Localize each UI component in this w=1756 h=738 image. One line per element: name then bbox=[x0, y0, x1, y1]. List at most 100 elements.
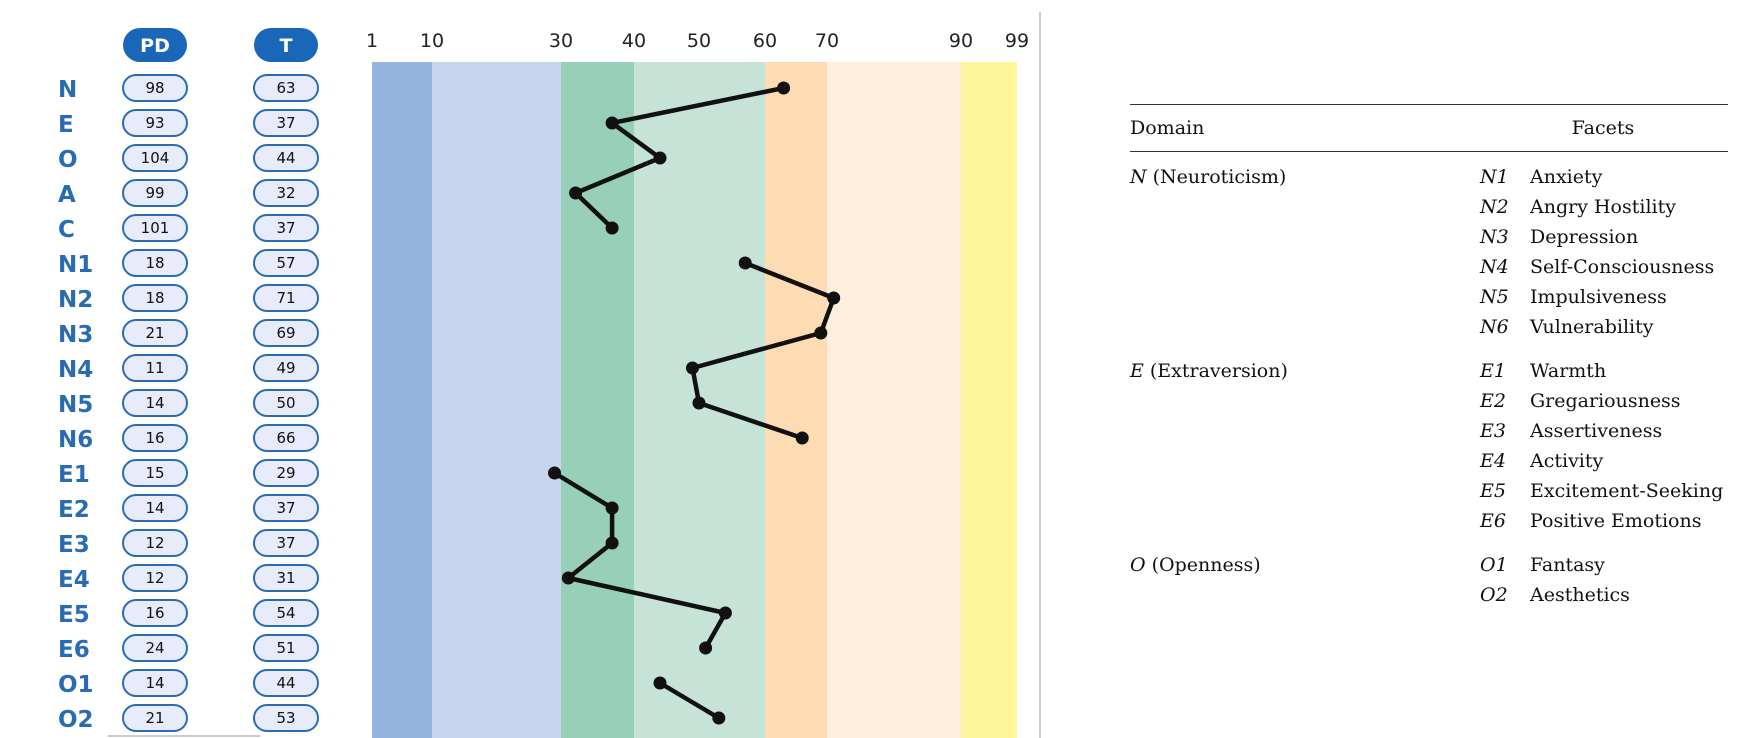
row-label-N3: N3 bbox=[58, 322, 93, 348]
legend-facet-name-E4: Activity bbox=[1530, 450, 1604, 472]
pd-pill-O1 bbox=[122, 669, 188, 697]
pd-value-N1: 18 bbox=[145, 254, 164, 272]
point-N bbox=[777, 81, 791, 95]
pd-pill-E4 bbox=[122, 564, 188, 592]
t-header: T bbox=[280, 35, 293, 57]
legend-facet-code-O2: O2 bbox=[1480, 584, 1508, 606]
legend-facet-code-N1: N1 bbox=[1480, 166, 1509, 188]
legend-facets-O: O1 Fantasy O2 Aesthetics bbox=[1480, 550, 1728, 610]
pd-value-O: 104 bbox=[141, 149, 170, 167]
band-10-30 bbox=[432, 62, 561, 738]
legend-facet-E6: E6 Positive Emotions bbox=[1480, 506, 1728, 536]
pd-value-O1: 14 bbox=[145, 674, 164, 692]
pd-header-pill bbox=[123, 28, 187, 62]
row-label-E1: E1 bbox=[58, 462, 90, 488]
legend-facet-code-N4: N4 bbox=[1480, 256, 1509, 278]
t-value-N2: 71 bbox=[276, 289, 295, 307]
legend-facet-name-E5: Excitement-Seeking bbox=[1530, 480, 1724, 502]
t-pill-C bbox=[253, 214, 319, 242]
legend-facet-code-E4: E4 bbox=[1480, 450, 1506, 472]
point-O2 bbox=[712, 711, 726, 725]
band-90-99 bbox=[961, 62, 1017, 738]
legend-facet-name-E2: Gregariousness bbox=[1530, 390, 1681, 412]
profile-points bbox=[548, 81, 841, 725]
legend-domain-name-E: (Extraversion) bbox=[1149, 360, 1288, 382]
t-value-E2: 37 bbox=[276, 499, 295, 517]
point-N6 bbox=[795, 431, 809, 445]
tick-label-40: 40 bbox=[622, 30, 646, 52]
pd-value-N4: 11 bbox=[145, 359, 164, 377]
legend-facet-code-E1: E1 bbox=[1480, 360, 1506, 382]
profile-line-neuroticism-facets bbox=[690, 260, 836, 441]
legend-facets-E: E1 Warmth E2 Gregariousness E3 Assertiveness E… bbox=[1480, 356, 1728, 536]
row-label-N: N bbox=[58, 77, 77, 103]
legend-facet-code-N3: N3 bbox=[1480, 226, 1509, 248]
point-E2 bbox=[605, 501, 619, 515]
t-pill-N6 bbox=[253, 424, 319, 452]
pd-pill-E3 bbox=[122, 529, 188, 557]
row-label-C: C bbox=[58, 217, 75, 243]
pd-value-N5: 14 bbox=[145, 394, 164, 412]
t-pill-E3 bbox=[253, 529, 319, 557]
row-label-E3: E3 bbox=[58, 532, 90, 558]
column-headers: PD T bbox=[123, 28, 318, 62]
legend-facet-N5: N5 Impulsiveness bbox=[1480, 282, 1728, 312]
point-N3 bbox=[814, 326, 828, 340]
legend-facet-N3: N3 Depression bbox=[1480, 222, 1728, 252]
pd-pill-E6 bbox=[122, 634, 188, 662]
legend-facet-E5: E5 Excitement-Seeking bbox=[1480, 476, 1728, 506]
legend-group-N: N (Neuroticism) N1 Anxiety N2 Angry Hostility… bbox=[1130, 162, 1728, 342]
point-A bbox=[569, 186, 583, 200]
legend-domain-E: E (Extraversion) bbox=[1130, 356, 1480, 386]
legend-facet-name-E1: Warmth bbox=[1530, 360, 1607, 382]
t-pill-E2 bbox=[253, 494, 319, 522]
t-pill-N5 bbox=[253, 389, 319, 417]
t-value-N1: 57 bbox=[276, 254, 295, 272]
pd-pill-E2 bbox=[122, 494, 188, 522]
legend-facet-name-N1: Anxiety bbox=[1530, 166, 1603, 188]
legend-facet-O2: O2 Aesthetics bbox=[1480, 580, 1728, 610]
t-pill-N1 bbox=[253, 249, 319, 277]
row-label-N4: N4 bbox=[58, 357, 93, 383]
legend-group-O: O (Openness) O1 Fantasy O2 Aesthetics bbox=[1130, 550, 1728, 610]
row-label-O: O bbox=[58, 147, 78, 173]
pd-value-N: 98 bbox=[145, 79, 164, 97]
legend-domain-letter-N: N bbox=[1130, 166, 1147, 188]
legend-facets-header: Facets bbox=[1571, 117, 1635, 139]
pd-pill-A bbox=[122, 179, 188, 207]
legend-domain-N: N (Neuroticism) bbox=[1130, 162, 1480, 192]
t-pill-N4 bbox=[253, 354, 319, 382]
legend-header-row: Domain Facets bbox=[1130, 105, 1728, 151]
tick-label-90: 90 bbox=[949, 30, 973, 52]
band-1-10 bbox=[372, 62, 432, 738]
legend-groups: N (Neuroticism) N1 Anxiety N2 Angry Hostility… bbox=[1130, 162, 1728, 610]
row-label-E4: E4 bbox=[58, 567, 90, 593]
legend-facet-code-E2: E2 bbox=[1480, 390, 1506, 412]
t-value-A: 32 bbox=[276, 184, 295, 202]
t-value-O: 44 bbox=[276, 149, 295, 167]
legend-facet-code-N6: N6 bbox=[1480, 316, 1509, 338]
row-label-N1: N1 bbox=[58, 252, 93, 278]
pd-pill-N bbox=[122, 74, 188, 102]
legend-domain-O: O (Openness) bbox=[1130, 550, 1480, 580]
legend-domain-name-O: (Openness) bbox=[1151, 554, 1261, 576]
legend-domain-header: Domain bbox=[1130, 117, 1205, 139]
point-N5 bbox=[692, 396, 706, 410]
pd-value-O2: 21 bbox=[145, 709, 164, 727]
t-value-E: 37 bbox=[276, 114, 295, 132]
tick-label-30: 30 bbox=[549, 30, 573, 52]
point-N2 bbox=[827, 291, 841, 305]
t-pill-E bbox=[253, 109, 319, 137]
t-value-N3: 69 bbox=[276, 324, 295, 342]
t-header-pill bbox=[254, 28, 318, 62]
band-70-90 bbox=[827, 62, 961, 738]
t-pill-A bbox=[253, 179, 319, 207]
legend-facet-O1: O1 Fantasy bbox=[1480, 550, 1728, 580]
legend-facet-code-E5: E5 bbox=[1480, 480, 1506, 502]
t-value-E6: 51 bbox=[276, 639, 295, 657]
profile-lines bbox=[553, 85, 836, 720]
legend-facet-N1: N1 Anxiety bbox=[1480, 162, 1728, 192]
pd-pill-N6 bbox=[122, 424, 188, 452]
legend-facet-name-N6: Vulnerability bbox=[1530, 316, 1654, 338]
legend-header-rule bbox=[1130, 151, 1728, 152]
